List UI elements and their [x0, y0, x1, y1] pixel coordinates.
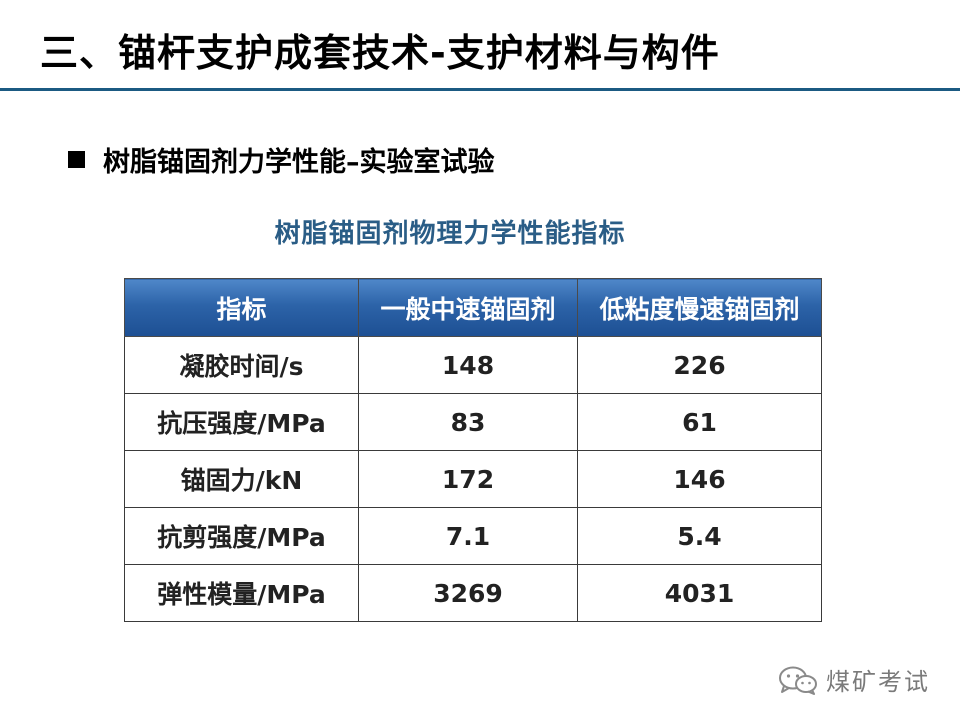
table-cell: 172	[358, 450, 578, 508]
table-cell: 83	[358, 393, 578, 451]
row-label: 凝胶时间/s	[124, 336, 359, 394]
header-cell-medium-speed: 一般中速锚固剂	[358, 278, 578, 337]
table-cell: 3269	[358, 564, 578, 622]
table-cell: 4031	[577, 564, 822, 622]
header-cell-low-viscosity: 低粘度慢速锚固剂	[577, 278, 822, 337]
slide-title: 三、锚杆支护成套技术-支护材料与构件	[40, 31, 720, 75]
table-cell: 148	[358, 336, 578, 394]
properties-table: 指标 一般中速锚固剂 低粘度慢速锚固剂 凝胶时间/s 148 226 抗压强度/…	[124, 278, 822, 622]
table-row: 弹性模量/MPa 3269 4031	[124, 564, 822, 622]
table-row: 锚固力/kN 172 146	[124, 450, 822, 508]
bullet-square-icon	[68, 151, 85, 168]
row-label: 抗压强度/MPa	[124, 393, 359, 451]
row-label: 弹性模量/MPa	[124, 564, 359, 622]
table-cell: 7.1	[358, 507, 578, 565]
title-divider	[0, 88, 960, 91]
table-row: 抗压强度/MPa 83 61	[124, 393, 822, 451]
bullet-item: 树脂锚固剂力学性能–实验室试验	[68, 140, 495, 179]
watermark: 煤矿考试	[778, 662, 930, 697]
watermark-text: 煤矿考试	[826, 668, 930, 696]
table-row: 抗剪强度/MPa 7.1 5.4	[124, 507, 822, 565]
table-header-row: 指标 一般中速锚固剂 低粘度慢速锚固剂	[124, 278, 822, 337]
wechat-icon	[779, 666, 817, 695]
table-caption: 树脂锚固剂物理力学性能指标	[274, 219, 626, 249]
table-row: 凝胶时间/s 148 226	[124, 336, 822, 394]
row-label: 锚固力/kN	[124, 450, 359, 508]
table-cell: 61	[577, 393, 822, 451]
bullet-text: 树脂锚固剂力学性能–实验室试验	[103, 147, 495, 178]
header-cell-metric: 指标	[124, 278, 359, 337]
row-label: 抗剪强度/MPa	[124, 507, 359, 565]
table-cell: 226	[577, 336, 822, 394]
table-cell: 146	[577, 450, 822, 508]
table-cell: 5.4	[577, 507, 822, 565]
